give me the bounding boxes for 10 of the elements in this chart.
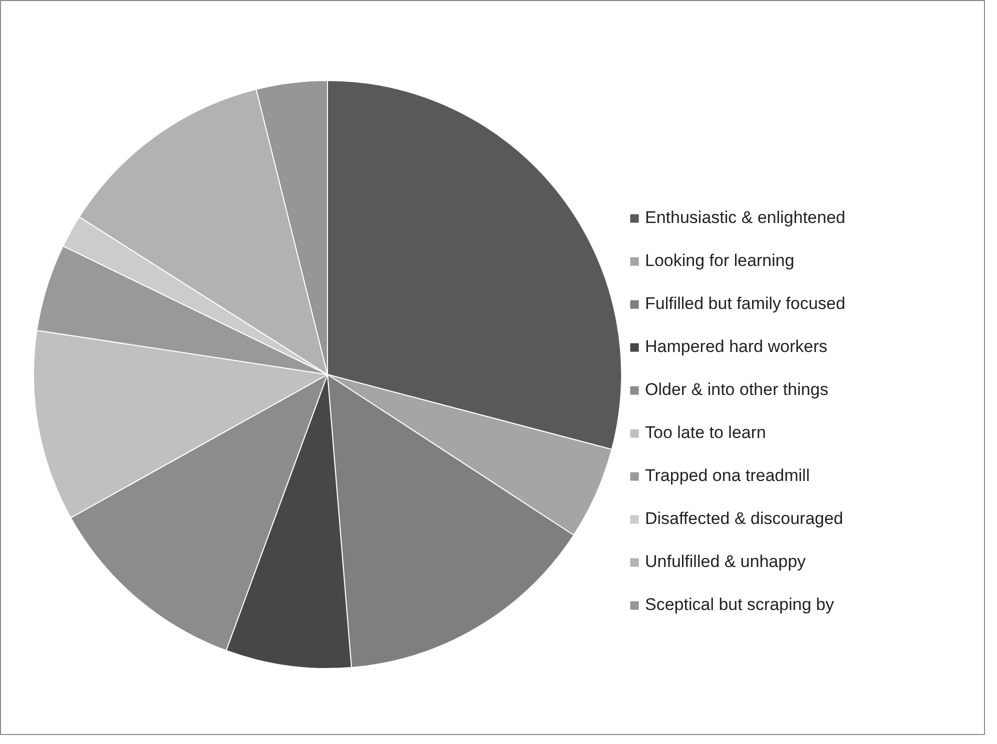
legend-label: Fulfilled but family focused — [645, 294, 846, 314]
legend-label: Sceptical but scraping by — [645, 595, 834, 615]
legend-label: Unfulfilled & unhappy — [645, 552, 806, 572]
legend-label: Older & into other things — [645, 380, 828, 400]
legend-label: Enthusiastic & enlightened — [645, 208, 846, 228]
legend-label: Too late to learn — [645, 423, 766, 443]
legend-label: Looking for learning — [645, 251, 794, 271]
legend-label: Hampered hard workers — [645, 337, 828, 357]
legend-label: Disaffected & discouraged — [645, 509, 844, 529]
legend-label: Trapped ona treadmill — [645, 466, 810, 486]
